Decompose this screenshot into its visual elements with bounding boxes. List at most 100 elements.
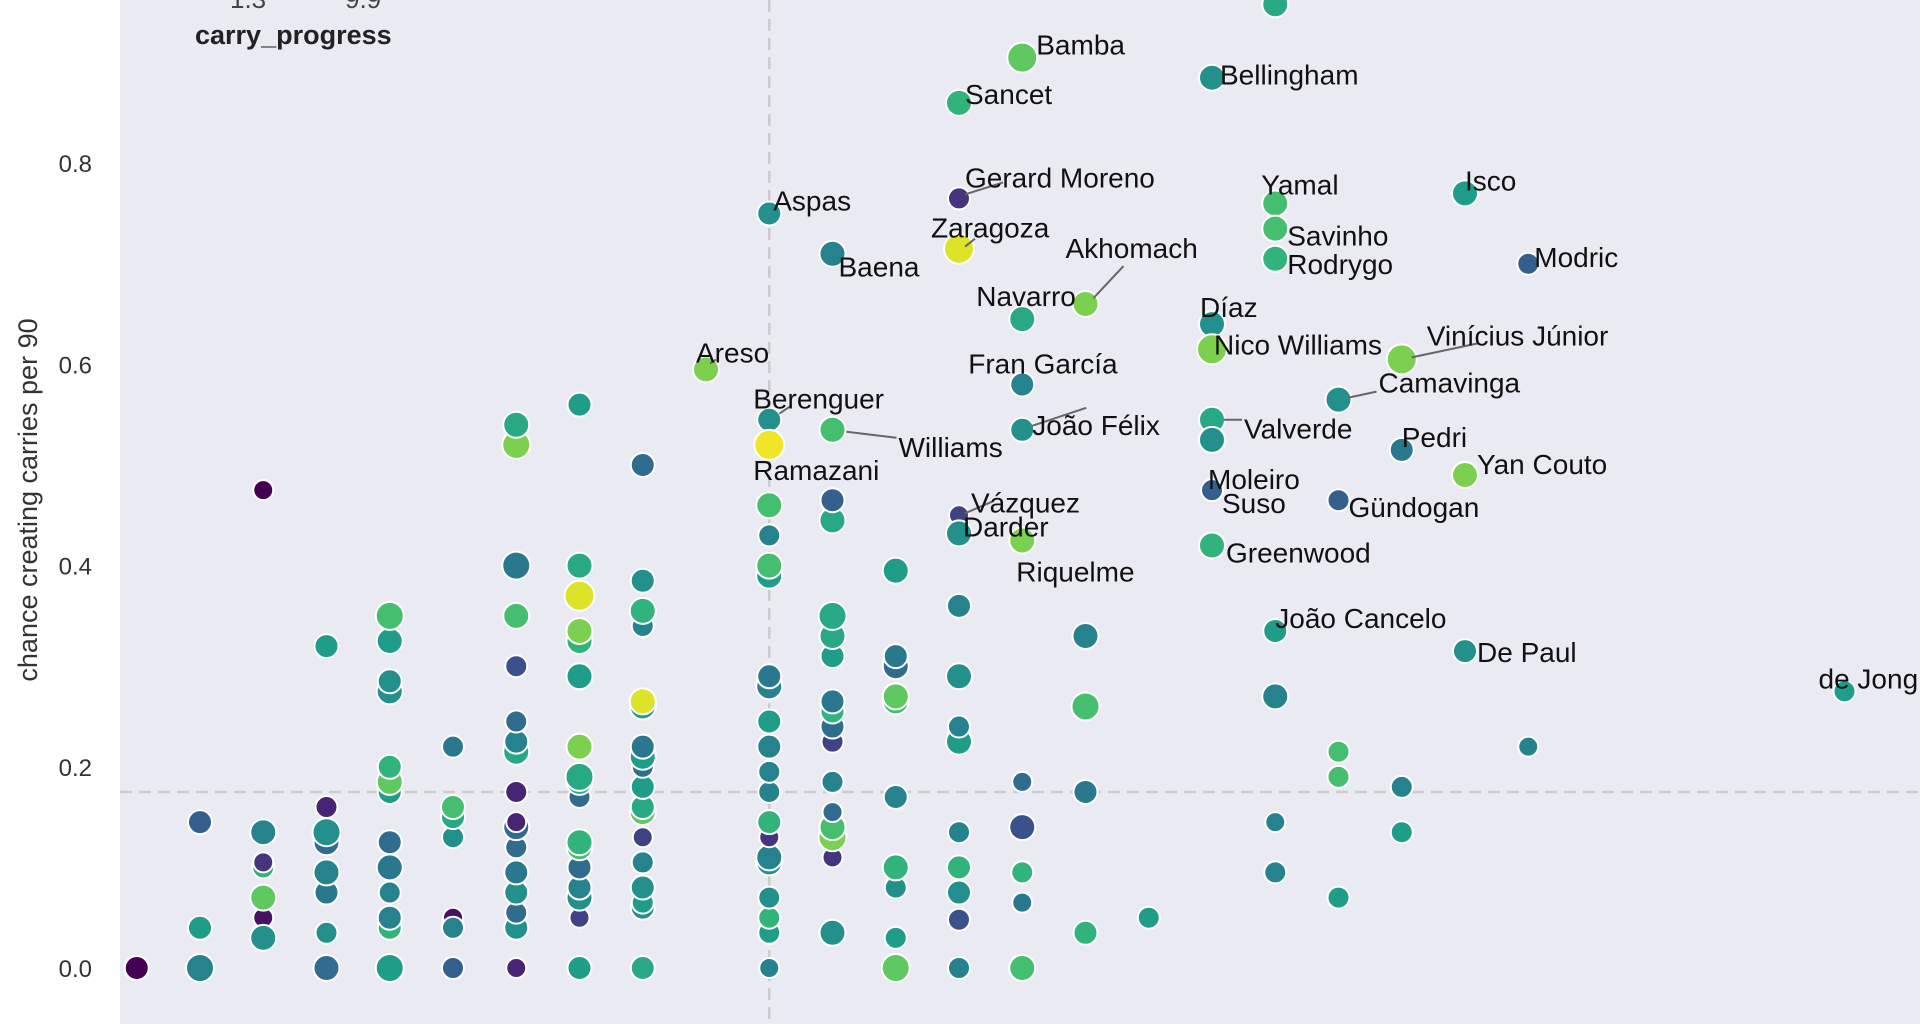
leader-line	[964, 181, 1004, 196]
data-point-labeled	[1009, 371, 1036, 398]
point-label: Moleiro	[1208, 464, 1300, 495]
data-point-labeled	[1006, 41, 1039, 74]
data-point	[821, 801, 844, 824]
point-label: Aspas	[773, 186, 851, 217]
data-point-labeled	[947, 186, 971, 211]
data-point	[187, 914, 213, 941]
data-point	[628, 687, 657, 716]
data-point	[252, 479, 275, 502]
point-label: Isco	[1465, 165, 1516, 196]
y-tick-label: 0.2	[59, 755, 92, 782]
point-label: Williams	[899, 432, 1003, 463]
data-point-labeled	[1452, 638, 1478, 665]
point-label: Baena	[839, 252, 920, 283]
data-point	[504, 709, 529, 734]
data-point	[503, 859, 530, 886]
data-point	[946, 879, 972, 906]
point-label: Díaz	[1200, 292, 1258, 323]
point-label: Valverde	[1244, 414, 1352, 445]
point-label: Camavinga	[1379, 368, 1521, 399]
leader-line	[1348, 390, 1377, 399]
data-point	[1261, 682, 1290, 711]
data-point	[630, 850, 655, 875]
data-point-labeled	[1200, 478, 1224, 503]
data-point	[946, 854, 972, 881]
data-point	[1008, 813, 1037, 842]
data-point	[755, 551, 784, 580]
data-point	[441, 734, 465, 759]
data-point	[311, 817, 342, 848]
data-point	[185, 953, 215, 983]
data-point	[501, 550, 532, 581]
data-point	[249, 818, 278, 847]
legend-entry-max: 9.9	[345, 0, 381, 14]
data-point	[819, 688, 846, 715]
data-point	[441, 915, 465, 940]
point-label: Modric	[1534, 242, 1618, 273]
data-point	[565, 616, 594, 645]
data-point	[947, 907, 971, 932]
data-point	[629, 733, 656, 760]
point-label: Pedri	[1402, 422, 1467, 453]
y-tick-label: 0.8	[59, 151, 92, 178]
point-label: Ramazani	[753, 455, 879, 486]
data-point	[252, 851, 275, 874]
data-point	[757, 905, 782, 930]
data-point	[376, 904, 403, 931]
point-label: João Félix	[1032, 410, 1160, 441]
data-point	[1264, 811, 1287, 834]
leader-line	[1411, 342, 1478, 359]
data-point	[313, 633, 340, 660]
data-point	[629, 452, 656, 478]
data-point	[502, 410, 531, 439]
data-point	[374, 953, 405, 983]
data-points	[123, 0, 1857, 983]
point-label: Berenguer	[753, 384, 884, 415]
point-label: Areso	[696, 337, 769, 368]
data-point	[757, 885, 782, 910]
leader-line	[964, 500, 994, 515]
data-point	[1008, 954, 1037, 982]
leader-line	[964, 237, 976, 248]
label-leader-lines	[709, 181, 1478, 515]
data-point	[882, 783, 909, 810]
data-point	[565, 662, 594, 691]
data-point	[1517, 735, 1540, 758]
data-point	[882, 643, 909, 670]
data-point	[818, 918, 847, 947]
y-tick-label: 0.0	[59, 956, 92, 983]
data-point	[1071, 622, 1100, 651]
data-point-labeled	[1198, 63, 1226, 92]
data-point-labeled	[1008, 526, 1037, 555]
data-point-labeled	[1196, 333, 1228, 366]
data-point	[1136, 905, 1161, 930]
data-point	[566, 391, 593, 418]
point-label: Rodrygo	[1287, 249, 1393, 280]
data-point	[1389, 820, 1414, 845]
data-point	[880, 953, 911, 983]
data-point	[758, 957, 781, 979]
legend-title: carry_progress	[195, 20, 392, 50]
data-point-labeled	[1261, 214, 1290, 243]
point-label: Gerard Moreno	[965, 162, 1155, 193]
point-label: Darder	[963, 511, 1049, 542]
data-point-labeled	[945, 88, 973, 117]
data-point	[376, 668, 403, 695]
data-point	[377, 880, 402, 905]
data-point	[883, 925, 908, 950]
data-point	[631, 826, 654, 849]
data-point-labeled	[943, 232, 975, 265]
point-label: Greenwood	[1226, 537, 1371, 568]
data-point-labeled	[1451, 179, 1479, 208]
y-tick-label: 0.4	[59, 554, 92, 581]
data-point	[757, 523, 782, 548]
data-point	[756, 663, 783, 690]
data-point	[312, 954, 341, 982]
data-point	[314, 920, 339, 945]
point-label: João Cancelo	[1275, 603, 1446, 634]
data-point	[881, 556, 910, 585]
point-label: Navarro	[976, 281, 1076, 312]
data-point	[123, 955, 150, 981]
data-point-labeled	[818, 239, 847, 268]
